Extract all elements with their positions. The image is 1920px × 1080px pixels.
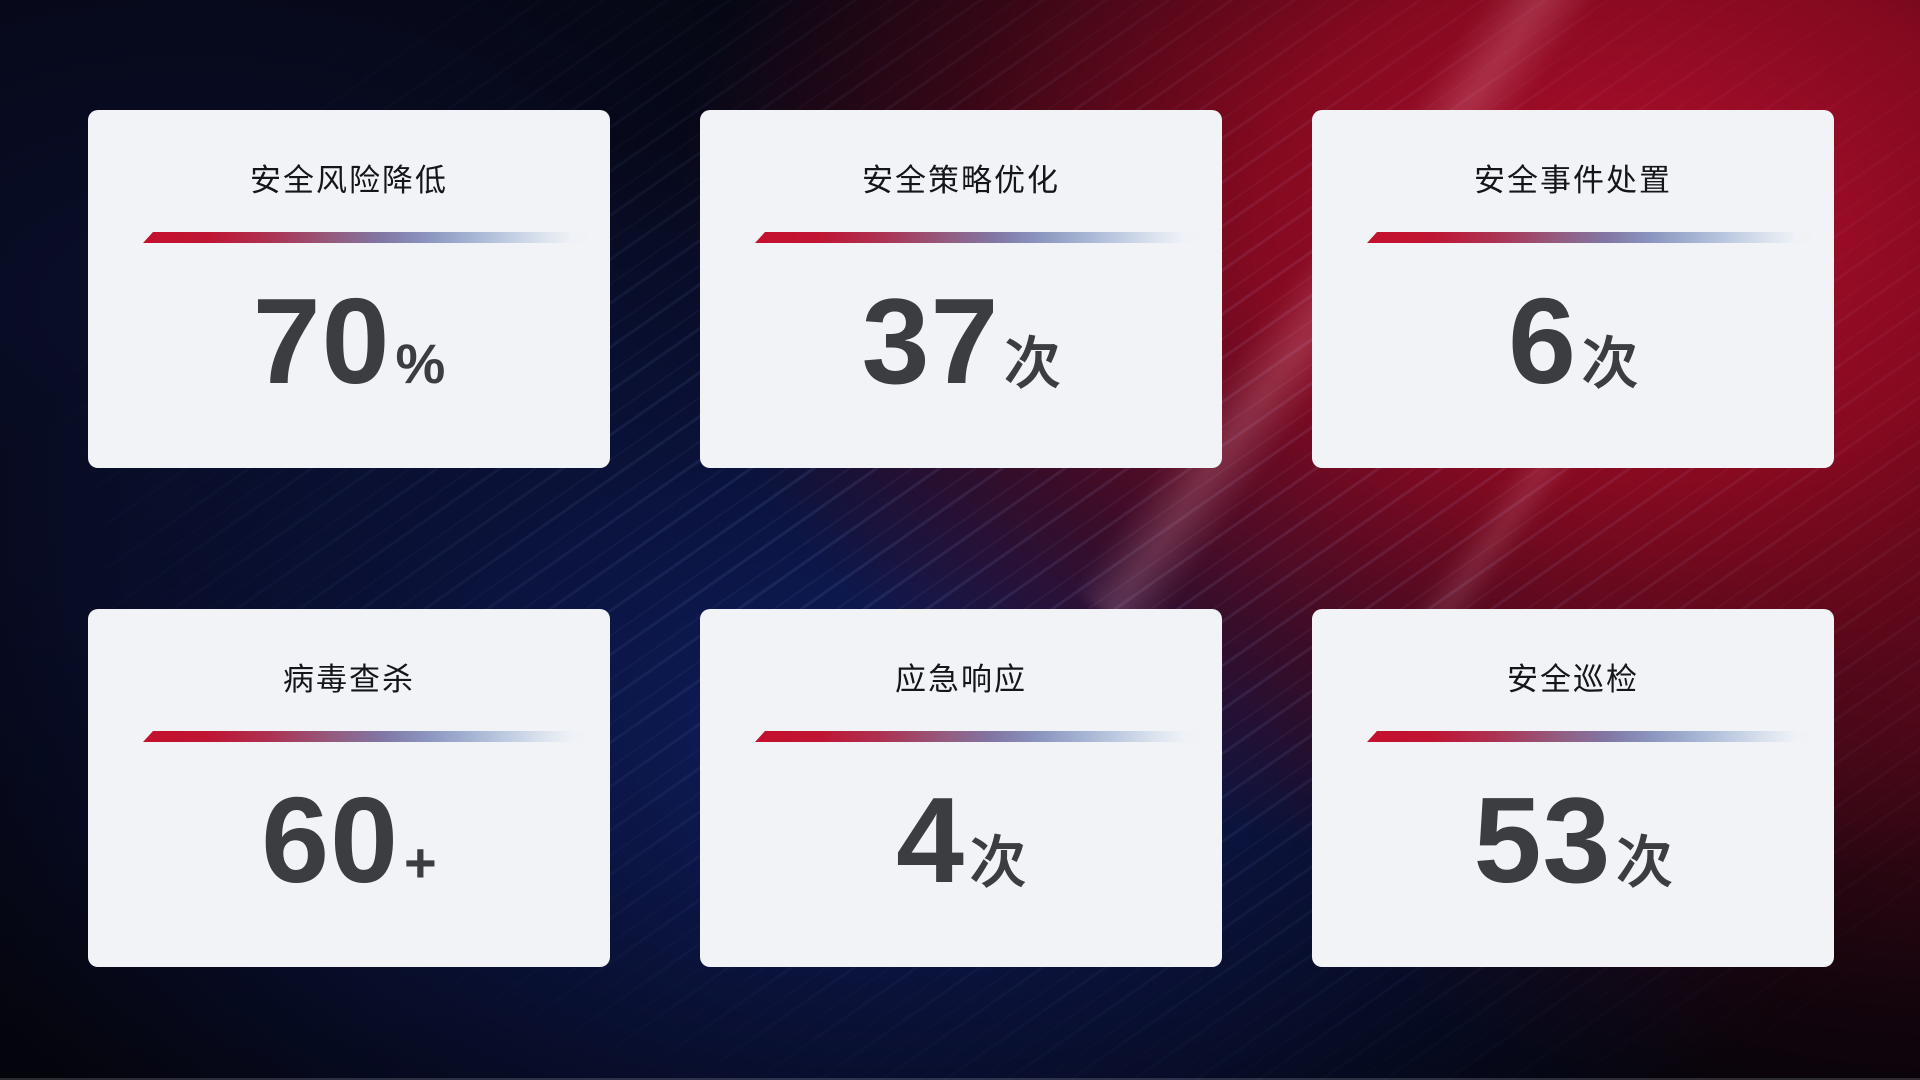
stat-unit: 次 [969, 831, 1026, 894]
stat-value-row: 6次 [1312, 280, 1834, 402]
card-title: 安全巡检 [1507, 662, 1639, 697]
gradient-divider-line [755, 731, 1206, 742]
stat-value: 37 [861, 273, 1000, 409]
gradient-divider-line [755, 232, 1206, 243]
stat-card-security-policy-optimization: 安全策略优化 37次 [700, 110, 1222, 468]
card-title: 安全事件处置 [1474, 163, 1672, 198]
gradient-divider-line [143, 232, 594, 243]
stat-value-row: 37次 [700, 280, 1222, 402]
card-title: 安全策略优化 [862, 163, 1060, 198]
stat-value-row: 4次 [700, 779, 1222, 901]
stat-unit: 次 [1581, 332, 1638, 395]
stat-unit: + [404, 831, 437, 894]
stat-card-security-inspection: 安全巡检 53次 [1312, 609, 1834, 967]
stat-card-security-incident-handling: 安全事件处置 6次 [1312, 110, 1834, 468]
stat-card-emergency-response: 应急响应 4次 [700, 609, 1222, 967]
stat-value: 60 [261, 772, 399, 908]
stat-value: 6 [1508, 273, 1577, 409]
card-title: 病毒查杀 [283, 662, 415, 697]
stat-value-row: 53次 [1312, 779, 1834, 901]
gradient-divider-line [1367, 731, 1818, 742]
gradient-divider-line [143, 731, 594, 742]
bottom-edge-line [0, 1078, 1920, 1080]
stat-unit: % [395, 332, 446, 395]
stat-value-row: 60+ [88, 779, 610, 901]
stat-unit: 次 [1616, 831, 1673, 894]
stat-card-virus-scan: 病毒查杀 60+ [88, 609, 610, 967]
stat-value: 53 [1473, 772, 1612, 908]
stat-value: 70 [252, 273, 391, 409]
stat-unit: 次 [1004, 332, 1061, 395]
stat-value: 4 [896, 772, 965, 908]
card-title: 安全风险降低 [250, 163, 448, 198]
stat-card-security-risk-reduction: 安全风险降低 70% [88, 110, 610, 468]
stat-value-row: 70% [88, 280, 610, 402]
card-title: 应急响应 [895, 662, 1027, 697]
gradient-divider-line [1367, 232, 1818, 243]
